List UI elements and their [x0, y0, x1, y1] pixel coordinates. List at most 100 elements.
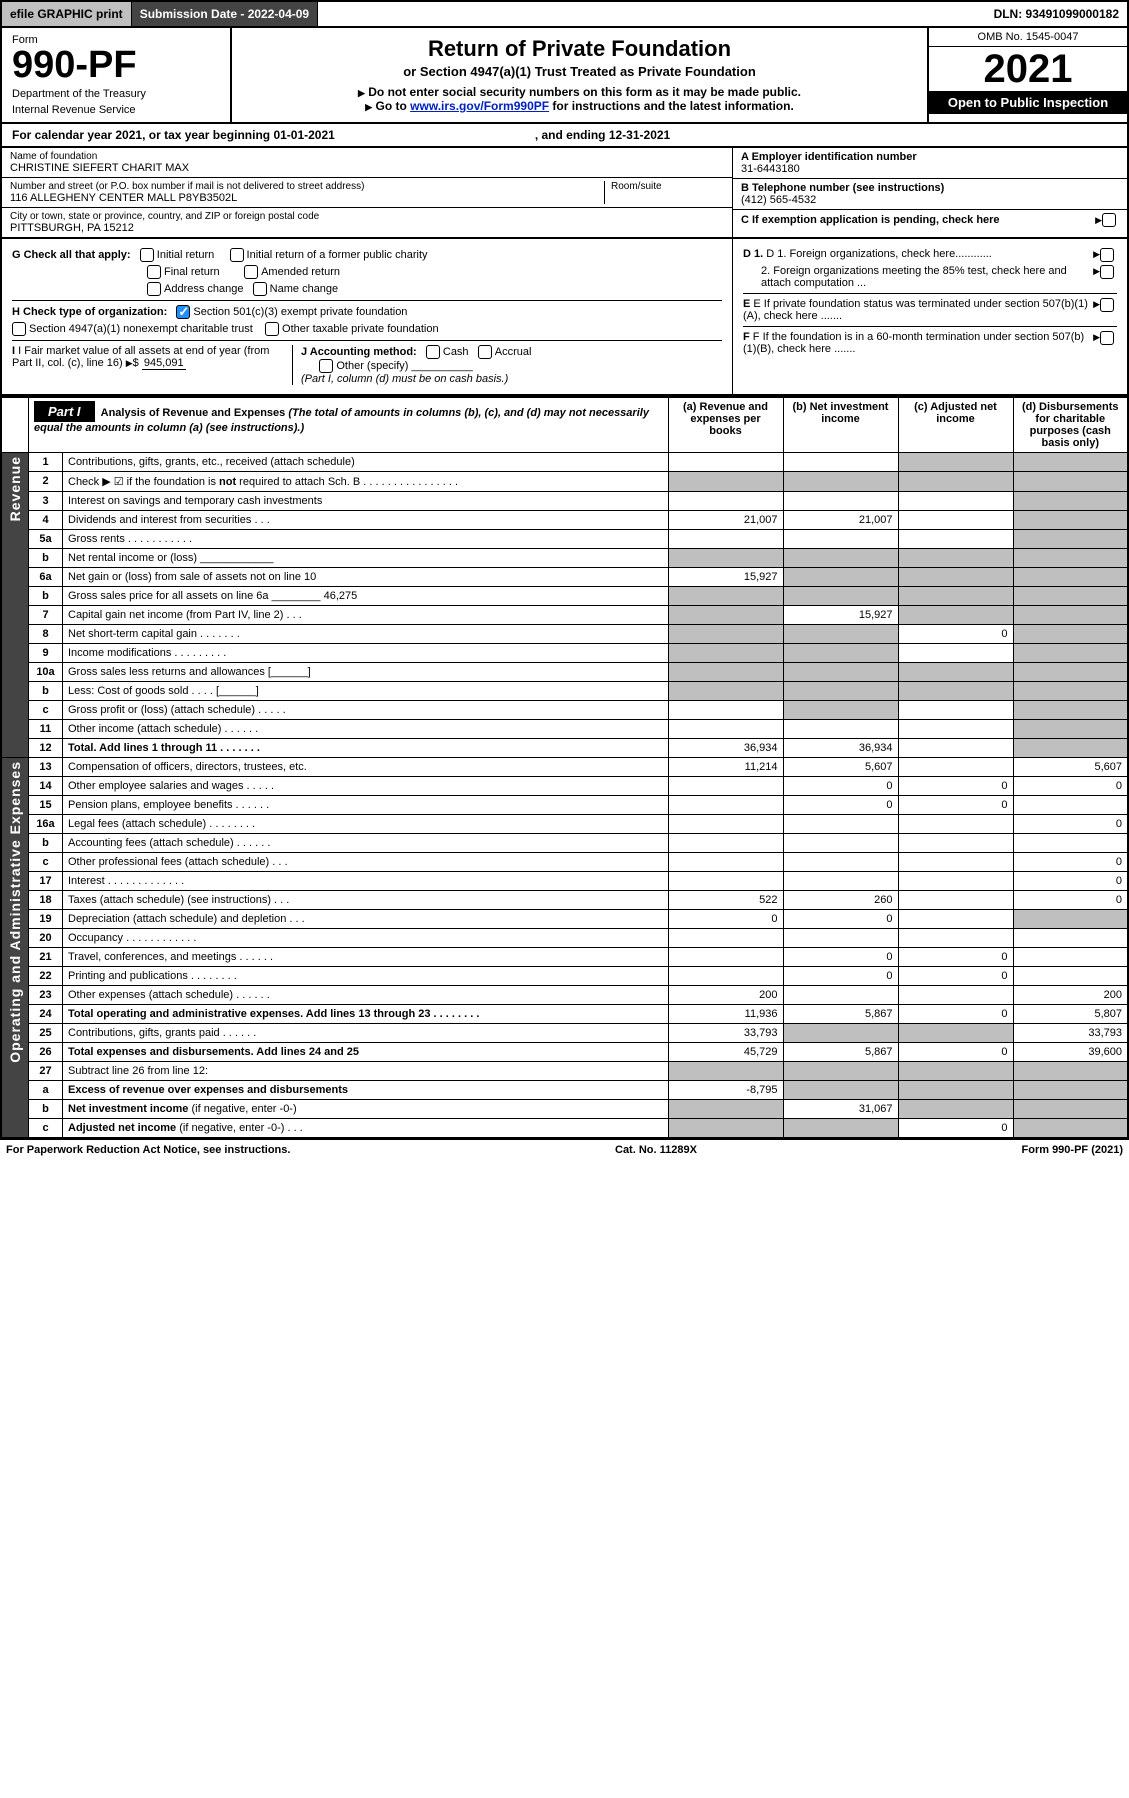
ssn-warning: Do not enter social security numbers on … — [242, 85, 917, 99]
cell-a — [668, 549, 783, 568]
line-number: 4 — [29, 511, 63, 530]
accrual-checkbox[interactable] — [478, 345, 492, 359]
city-value: PITTSBURGH, PA 15212 — [10, 222, 724, 234]
line-label: Pension plans, employee benefits . . . .… — [63, 796, 669, 815]
cell-b: 36,934 — [783, 739, 898, 758]
line-number: 18 — [29, 891, 63, 910]
cell-c — [898, 530, 1013, 549]
final-return-checkbox[interactable] — [147, 265, 161, 279]
cell-b — [783, 929, 898, 948]
cash-checkbox[interactable] — [426, 345, 440, 359]
table-row: 6aNet gain or (loss) from sale of assets… — [1, 568, 1128, 587]
form990pf-link[interactable]: www.irs.gov/Form990PF — [410, 99, 549, 113]
table-row: 15Pension plans, employee benefits . . .… — [1, 796, 1128, 815]
accounting-block: J Accounting method: Cash Accrual Other … — [292, 345, 722, 385]
paperwork-notice: For Paperwork Reduction Act Notice, see … — [6, 1144, 290, 1156]
cell-d — [1013, 511, 1128, 530]
cell-c: 0 — [898, 967, 1013, 986]
table-row: 24Total operating and administrative exp… — [1, 1005, 1128, 1024]
col-c-header: (c) Adjusted net income — [898, 397, 1013, 453]
line-label: Net investment income (if negative, ente… — [63, 1100, 669, 1119]
table-row: Revenue1Contributions, gifts, grants, et… — [1, 453, 1128, 472]
line-number: 24 — [29, 1005, 63, 1024]
table-row: 11Other income (attach schedule) . . . .… — [1, 720, 1128, 739]
cell-c — [898, 682, 1013, 701]
cell-b — [783, 568, 898, 587]
cell-d: 39,600 — [1013, 1043, 1128, 1062]
table-row: 9Income modifications . . . . . . . . . — [1, 644, 1128, 663]
cell-a: 522 — [668, 891, 783, 910]
line-number: 27 — [29, 1062, 63, 1081]
fmv-value: 945,091 — [142, 357, 186, 370]
cell-d: 200 — [1013, 986, 1128, 1005]
city-label: City or town, state or province, country… — [10, 211, 724, 222]
cell-b: 260 — [783, 891, 898, 910]
initial-return-former-checkbox[interactable] — [230, 248, 244, 262]
name-change-checkbox[interactable] — [253, 282, 267, 296]
cal-end: , and ending 12-31-2021 — [535, 128, 670, 142]
507b1b-checkbox[interactable] — [1100, 331, 1114, 345]
cell-b: 0 — [783, 967, 898, 986]
line-label: Capital gain net income (from Part IV, l… — [63, 606, 669, 625]
cell-c: 0 — [898, 777, 1013, 796]
cell-d: 0 — [1013, 815, 1128, 834]
other-method-checkbox[interactable] — [319, 359, 333, 373]
foreign-org-checkbox[interactable] — [1100, 248, 1114, 262]
goto-line: Go to www.irs.gov/Form990PF for instruct… — [242, 99, 917, 113]
header-left: Form 990-PF Department of the Treasury I… — [2, 28, 232, 122]
cell-b — [783, 644, 898, 663]
cell-d — [1013, 1081, 1128, 1100]
cell-c — [898, 1062, 1013, 1081]
cell-d — [1013, 682, 1128, 701]
info-block: Name of foundation CHRISTINE SIEFERT CHA… — [0, 148, 1129, 239]
cell-a — [668, 606, 783, 625]
line-number: 23 — [29, 986, 63, 1005]
cell-b — [783, 1081, 898, 1100]
line-label: Net short-term capital gain . . . . . . … — [63, 625, 669, 644]
cell-a — [668, 777, 783, 796]
table-row: 4Dividends and interest from securities … — [1, 511, 1128, 530]
phone-value: (412) 565-4532 — [741, 194, 1119, 206]
cell-b: 31,067 — [783, 1100, 898, 1119]
cell-d — [1013, 1100, 1128, 1119]
cell-b — [783, 682, 898, 701]
cell-d: 5,607 — [1013, 758, 1128, 777]
cell-a — [668, 1119, 783, 1139]
other-taxable-checkbox[interactable] — [265, 322, 279, 336]
table-row: 12Total. Add lines 1 through 11 . . . . … — [1, 739, 1128, 758]
checks-block: G Check all that apply: Initial return I… — [0, 239, 1129, 396]
line-number: 13 — [29, 758, 63, 777]
cell-d — [1013, 663, 1128, 682]
table-row: 18Taxes (attach schedule) (see instructi… — [1, 891, 1128, 910]
cell-d — [1013, 834, 1128, 853]
501c3-checkbox[interactable] — [176, 305, 190, 319]
table-row: 21Travel, conferences, and meetings . . … — [1, 948, 1128, 967]
foreign-85-checkbox[interactable] — [1100, 265, 1114, 279]
address-change-checkbox[interactable] — [147, 282, 161, 296]
line-label: Excess of revenue over expenses and disb… — [63, 1081, 669, 1100]
exemption-pending-checkbox[interactable] — [1102, 213, 1116, 227]
table-row: cOther professional fees (attach schedul… — [1, 853, 1128, 872]
cell-c — [898, 511, 1013, 530]
row-g: G Check all that apply: Initial return I… — [12, 248, 722, 262]
cell-a — [668, 587, 783, 606]
line-number: 8 — [29, 625, 63, 644]
cell-c — [898, 720, 1013, 739]
line-number: 1 — [29, 453, 63, 472]
expenses-side-label: Operating and Administrative Expenses — [1, 758, 29, 1139]
4947a1-checkbox[interactable] — [12, 322, 26, 336]
ein-value: 31-6443180 — [741, 163, 1119, 175]
efile-graphic-print-button[interactable]: efile GRAPHIC print — [2, 2, 132, 26]
cell-a — [668, 663, 783, 682]
cell-c — [898, 739, 1013, 758]
cell-a: -8,795 — [668, 1081, 783, 1100]
cell-a: 200 — [668, 986, 783, 1005]
amended-return-checkbox[interactable] — [244, 265, 258, 279]
initial-return-checkbox[interactable] — [140, 248, 154, 262]
507b1a-checkbox[interactable] — [1100, 298, 1114, 312]
cell-b: 5,867 — [783, 1005, 898, 1024]
line-label: Occupancy . . . . . . . . . . . . — [63, 929, 669, 948]
cell-c — [898, 568, 1013, 587]
cell-b — [783, 663, 898, 682]
cell-b — [783, 472, 898, 492]
